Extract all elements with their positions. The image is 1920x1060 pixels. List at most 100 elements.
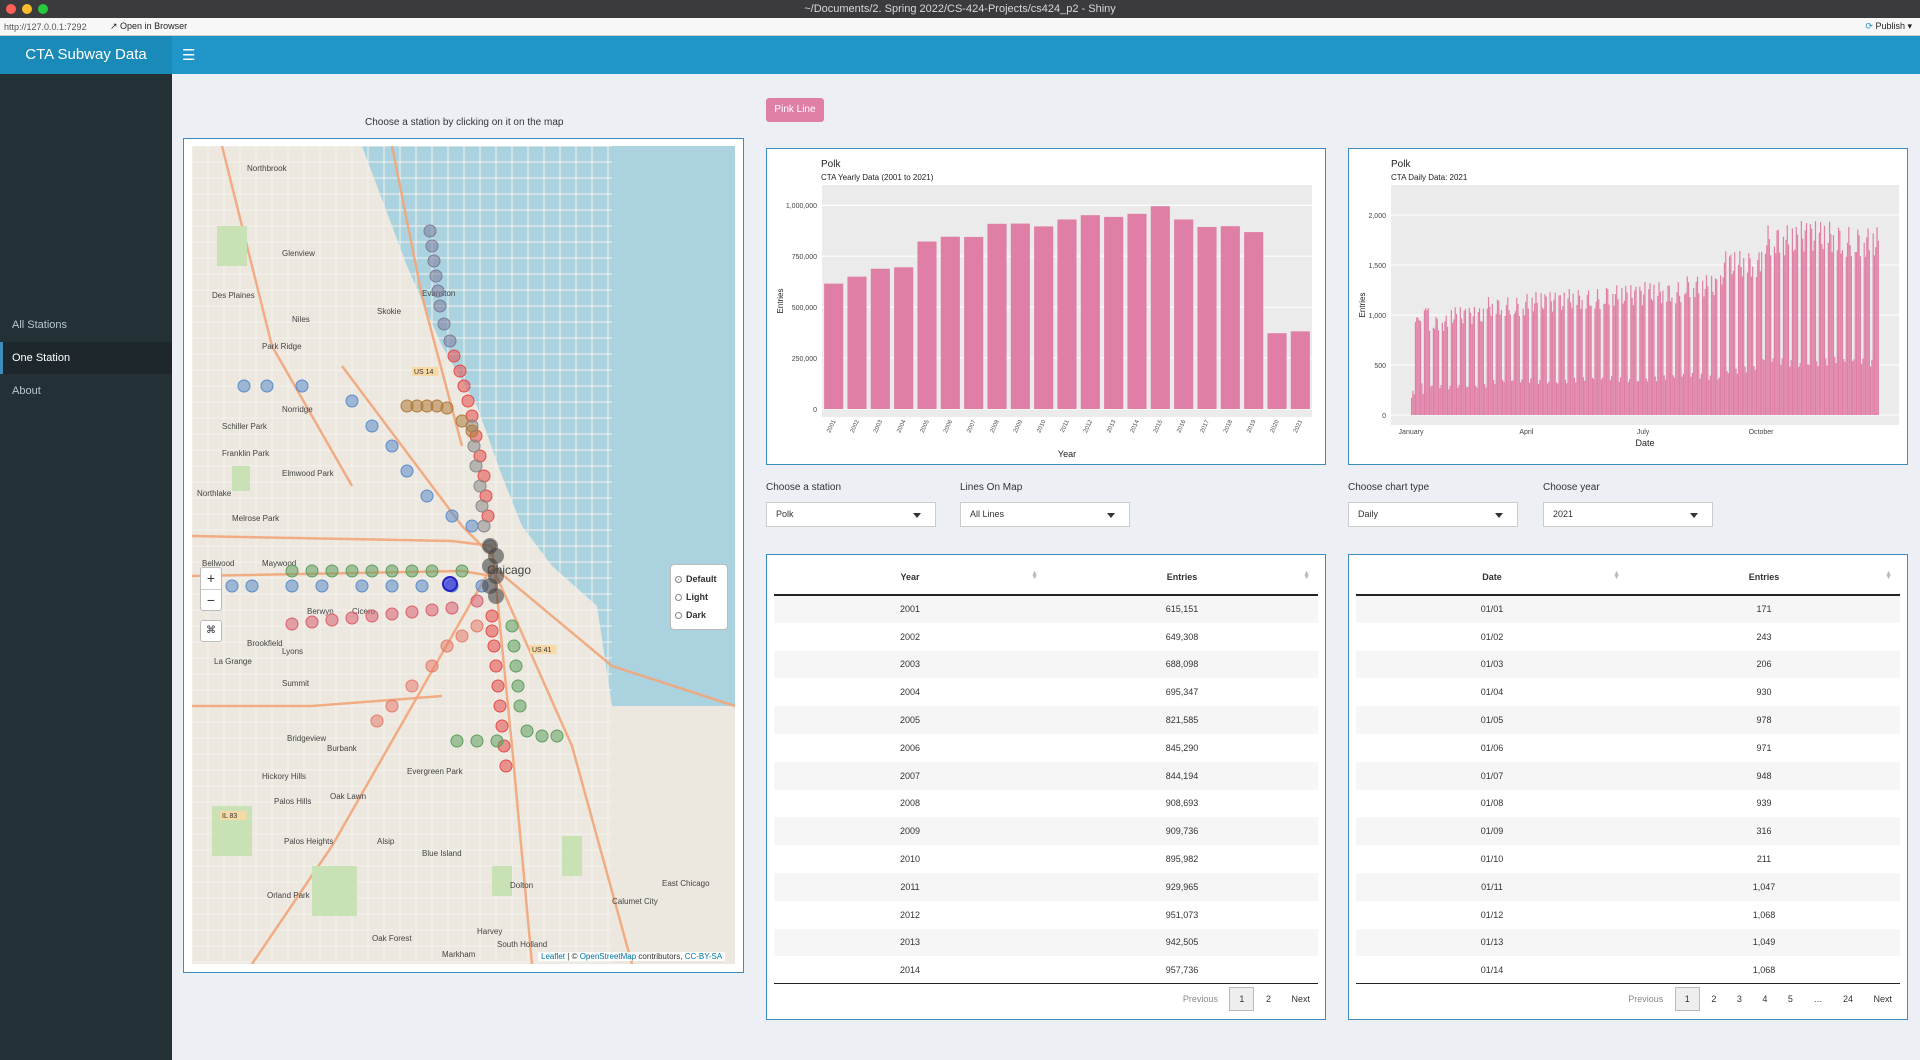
table-row[interactable]: 01/06 971: [1356, 734, 1900, 762]
table-cell-key: 2009: [774, 817, 1046, 846]
table-row[interactable]: 2011 929,965: [774, 872, 1318, 901]
map-tiles: NorthbrookGlenviewEvanstonDes PlainesSko…: [192, 146, 735, 964]
page-button[interactable]: 1: [1229, 987, 1255, 1011]
bar: [1705, 275, 1708, 415]
bar: [1414, 322, 1417, 415]
station-marker: [445, 509, 459, 523]
station-marker: [437, 317, 451, 331]
x-tick-label: 2019: [1246, 419, 1257, 434]
table-row[interactable]: 01/10 211: [1356, 845, 1900, 873]
zoom-out-button[interactable]: −: [206, 592, 216, 608]
table-row[interactable]: 2008 908,693: [774, 790, 1318, 818]
osm-link[interactable]: OpenStreetMap: [579, 952, 637, 961]
column-header-entries[interactable]: Entries ▲ ▼: [1046, 559, 1318, 596]
table-row[interactable]: 01/02 243: [1356, 623, 1900, 651]
year-select[interactable]: 2021: [1543, 502, 1713, 527]
table-row[interactable]: 01/11 1,047: [1356, 872, 1900, 901]
table-row[interactable]: 2001 615,151: [774, 595, 1318, 623]
page-button[interactable]: 2: [1265, 994, 1271, 1004]
column-header-year[interactable]: Year ▲ ▼: [774, 559, 1046, 596]
station-map[interactable]: NorthbrookGlenviewEvanstonDes PlainesSko…: [192, 146, 735, 964]
table-row[interactable]: 2003 688,098: [774, 650, 1318, 679]
column-header-entries[interactable]: Entries ▲ ▼: [1628, 559, 1900, 596]
table-row[interactable]: 01/09 316: [1356, 817, 1900, 846]
table-row[interactable]: 01/13 1,049: [1356, 928, 1900, 957]
page-button[interactable]: 3: [1736, 994, 1742, 1004]
bar: [1413, 394, 1415, 415]
bar: [1808, 364, 1810, 415]
bar: [1416, 317, 1418, 415]
lines-select[interactable]: All Lines: [960, 502, 1130, 527]
layer-option-dark[interactable]: Dark: [675, 606, 723, 624]
table-row[interactable]: 2014 957,736: [774, 956, 1318, 984]
bar: [1622, 303, 1624, 415]
bar: [1585, 308, 1587, 415]
zoom-in-button[interactable]: +: [201, 568, 221, 590]
station-marker: [490, 734, 504, 748]
bar: [1467, 386, 1469, 415]
sidebar-toggle-icon[interactable]: ☰: [182, 47, 196, 64]
table-row[interactable]: 2002 649,308: [774, 623, 1318, 651]
page-button[interactable]: 24: [1842, 994, 1853, 1004]
pink-line-button[interactable]: Pink Line: [766, 98, 824, 122]
table-row[interactable]: 01/08 939: [1356, 790, 1900, 818]
minimize-window-button[interactable]: [22, 4, 32, 14]
bar: [1487, 297, 1490, 415]
leaflet-link[interactable]: Leaflet: [541, 952, 566, 961]
column-header-date[interactable]: Date ▲ ▼: [1356, 559, 1628, 596]
bar: [1767, 225, 1769, 415]
table-row[interactable]: 01/12 1,068: [1356, 901, 1900, 929]
previous-page-button[interactable]: Previous: [1628, 994, 1664, 1004]
license-link[interactable]: CC-BY-SA: [684, 952, 723, 961]
bar: [1244, 232, 1264, 409]
table-row[interactable]: 01/04 930: [1356, 678, 1900, 706]
station-select[interactable]: Polk: [766, 502, 936, 527]
table-row[interactable]: 2007 844,194: [774, 761, 1318, 790]
chevron-down-icon: [913, 513, 921, 518]
page-button[interactable]: 2: [1711, 994, 1717, 1004]
chart-type-select[interactable]: Daily: [1348, 502, 1518, 527]
table-row[interactable]: 2009 909,736: [774, 817, 1318, 846]
table-row[interactable]: 2006 845,290: [774, 734, 1318, 762]
table-row[interactable]: 2010 895,982: [774, 845, 1318, 873]
table-row[interactable]: 2004 695,347: [774, 678, 1318, 706]
open-in-browser-button[interactable]: ↗ Open in Browser: [106, 20, 191, 33]
bar: [1150, 206, 1170, 409]
table-row[interactable]: 2005 821,585: [774, 706, 1318, 734]
table-row[interactable]: 01/05 978: [1356, 706, 1900, 734]
bar: [1540, 293, 1542, 415]
sidebar-item-about[interactable]: About: [12, 385, 41, 397]
yearly-chart-title: Polk: [821, 159, 841, 170]
layer-option-light[interactable]: Light: [675, 588, 723, 606]
table-row[interactable]: 01/14 1,068: [1356, 956, 1900, 984]
station-marker: [385, 699, 399, 713]
next-page-button[interactable]: Next: [1291, 994, 1310, 1004]
previous-page-button[interactable]: Previous: [1182, 994, 1218, 1004]
table-row[interactable]: 2012 951,073: [774, 901, 1318, 929]
y-tick-label: 500,000: [792, 305, 817, 312]
radio-icon: [675, 576, 682, 583]
publish-button[interactable]: ⟳ Publish ▾: [1865, 21, 1912, 31]
bar: [1493, 379, 1495, 415]
page-button[interactable]: 4: [1762, 994, 1768, 1004]
bar: [1632, 305, 1635, 415]
bar: [1582, 377, 1585, 415]
bar: [1518, 315, 1520, 415]
layer-option-default[interactable]: Default: [675, 570, 723, 588]
reset-view-button[interactable]: ⌘: [200, 620, 222, 642]
bar: [1837, 227, 1840, 415]
table-row[interactable]: 01/03 206: [1356, 650, 1900, 679]
table-row[interactable]: 01/07 948: [1356, 761, 1900, 790]
page-button[interactable]: 5: [1787, 994, 1793, 1004]
maximize-window-button[interactable]: [38, 4, 48, 14]
sidebar-item-all-stations[interactable]: All Stations: [12, 319, 68, 331]
table-row[interactable]: 2013 942,505: [774, 928, 1318, 957]
bar: [1473, 307, 1476, 415]
close-window-button[interactable]: [6, 4, 16, 14]
next-page-button[interactable]: Next: [1873, 994, 1892, 1004]
table-row[interactable]: 01/01 171: [1356, 595, 1900, 623]
bar: [1854, 251, 1856, 415]
page-button[interactable]: 1: [1674, 987, 1700, 1011]
sidebar-item-one-station[interactable]: One Station: [0, 342, 172, 374]
table-cell-key: 2013: [774, 928, 1046, 957]
